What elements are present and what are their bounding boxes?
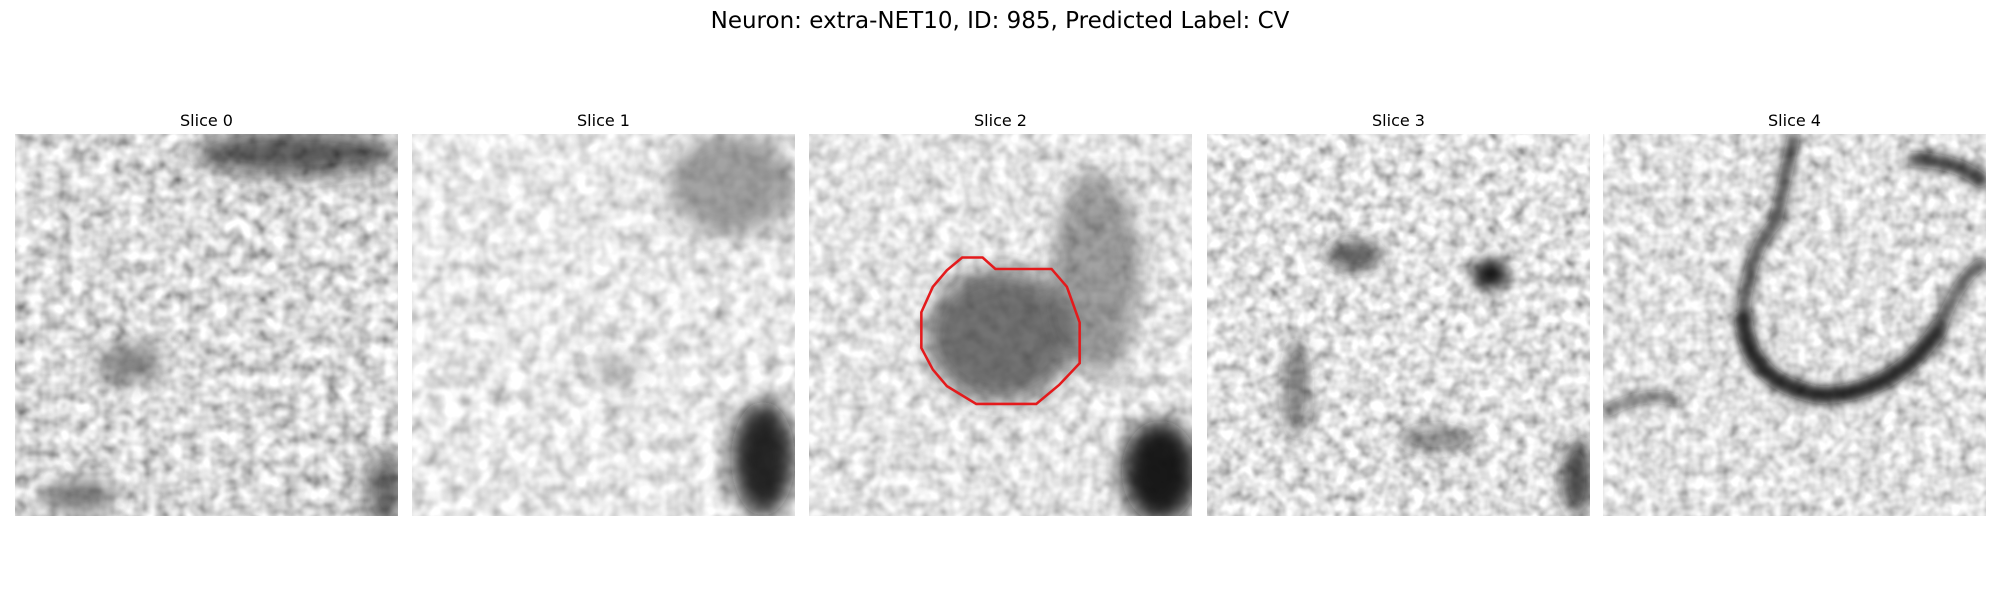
- slice-panel: Slice 1: [412, 108, 795, 516]
- slice-panel: Slice 3: [1207, 108, 1590, 516]
- slice-image: [1603, 134, 1986, 516]
- roi-contour: [920, 256, 1081, 406]
- slice-image: [1207, 134, 1590, 516]
- texture: [15, 134, 398, 516]
- slice-label: Slice 2: [974, 111, 1027, 130]
- texture: [1603, 134, 1986, 516]
- slice-label: Slice 0: [180, 111, 233, 130]
- slice-panel: Slice 4: [1603, 108, 1986, 516]
- texture: [1207, 134, 1590, 516]
- slice-label: Slice 1: [577, 111, 630, 130]
- slice-panel: Slice 0: [15, 108, 398, 516]
- slice-panel: Slice 2: [809, 108, 1192, 516]
- slice-label: Slice 3: [1372, 111, 1425, 130]
- slice-image: [809, 134, 1192, 516]
- slice-image: [15, 134, 398, 516]
- slice-image: [412, 134, 795, 516]
- figure-title: Neuron: extra-NET10, ID: 985, Predicted …: [710, 8, 1290, 34]
- slice-label: Slice 4: [1768, 111, 1821, 130]
